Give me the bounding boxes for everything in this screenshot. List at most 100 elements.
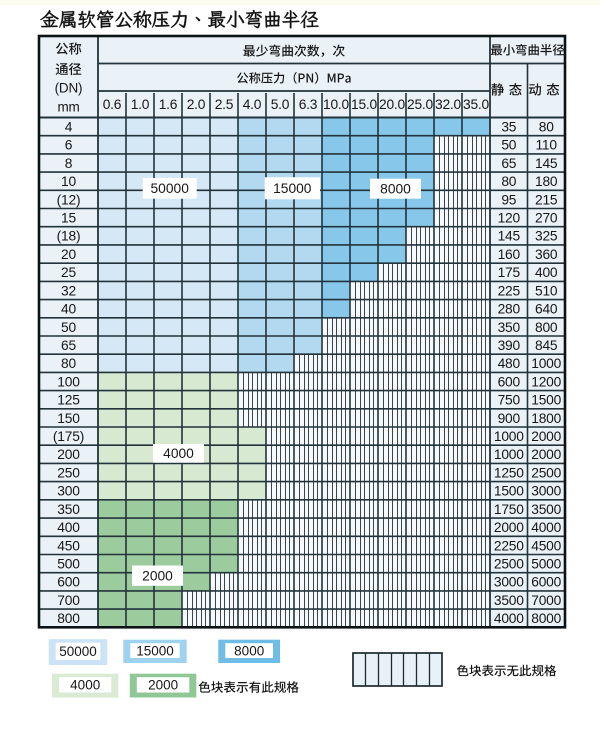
svg-text:80: 80 <box>539 120 554 135</box>
svg-text:4000: 4000 <box>163 446 194 461</box>
svg-text:400: 400 <box>535 265 558 280</box>
svg-text:750: 750 <box>498 393 521 408</box>
svg-text:500: 500 <box>57 557 80 572</box>
svg-text:4000: 4000 <box>494 611 524 626</box>
svg-text:35.0: 35.0 <box>463 97 490 112</box>
svg-text:200: 200 <box>57 447 80 462</box>
svg-text:(175): (175) <box>53 429 84 444</box>
svg-text:1200: 1200 <box>531 374 561 389</box>
svg-text:20.0: 20.0 <box>379 97 406 112</box>
svg-text:800: 800 <box>57 611 80 626</box>
svg-text:8: 8 <box>65 156 73 171</box>
svg-text:4: 4 <box>65 120 73 135</box>
svg-text:65: 65 <box>61 338 76 353</box>
svg-text:2000: 2000 <box>494 520 524 535</box>
svg-text:2500: 2500 <box>531 465 561 480</box>
svg-text:325: 325 <box>535 229 558 244</box>
svg-text:80: 80 <box>501 174 516 189</box>
svg-text:215: 215 <box>535 192 558 207</box>
svg-text:32: 32 <box>61 283 76 298</box>
svg-text:50000: 50000 <box>151 181 190 196</box>
svg-text:15000: 15000 <box>136 643 174 658</box>
svg-text:2500: 2500 <box>494 557 524 572</box>
svg-text:400: 400 <box>57 520 80 535</box>
svg-text:2000: 2000 <box>531 429 561 444</box>
svg-text:2000: 2000 <box>148 678 178 693</box>
svg-text:845: 845 <box>535 338 558 353</box>
svg-text:5000: 5000 <box>531 557 561 572</box>
svg-text:225: 225 <box>498 283 521 298</box>
svg-text:65: 65 <box>501 156 516 171</box>
svg-text:3500: 3500 <box>494 593 524 608</box>
svg-text:4500: 4500 <box>531 538 561 553</box>
svg-text:3000: 3000 <box>494 575 524 590</box>
svg-text:1800: 1800 <box>531 411 561 426</box>
svg-text:350: 350 <box>57 502 80 517</box>
svg-text:7000: 7000 <box>531 593 561 608</box>
svg-text:6000: 6000 <box>531 575 561 590</box>
svg-text:35: 35 <box>501 120 516 135</box>
svg-text:40: 40 <box>61 302 76 317</box>
svg-text:4.0: 4.0 <box>243 97 262 112</box>
svg-text:15: 15 <box>61 211 76 226</box>
svg-text:15.0: 15.0 <box>351 97 378 112</box>
svg-text:150: 150 <box>57 411 80 426</box>
svg-text:125: 125 <box>57 393 80 408</box>
svg-text:120: 120 <box>498 211 521 226</box>
svg-text:20: 20 <box>61 247 76 262</box>
svg-text:600: 600 <box>498 374 521 389</box>
svg-text:25.0: 25.0 <box>407 97 434 112</box>
svg-text:175: 175 <box>498 265 521 280</box>
svg-text:0.6: 0.6 <box>103 97 122 112</box>
svg-text:4000: 4000 <box>70 678 100 693</box>
svg-text:(DN): (DN) <box>55 81 83 96</box>
svg-text:640: 640 <box>535 302 558 317</box>
svg-text:80: 80 <box>61 356 76 371</box>
svg-text:8000: 8000 <box>234 643 264 658</box>
svg-text:2.5: 2.5 <box>215 97 234 112</box>
svg-text:1.0: 1.0 <box>131 97 150 112</box>
svg-text:390: 390 <box>498 338 521 353</box>
svg-text:10.0: 10.0 <box>323 97 350 112</box>
svg-text:3500: 3500 <box>531 502 561 517</box>
svg-text:280: 280 <box>498 302 521 317</box>
svg-text:25: 25 <box>61 265 76 280</box>
svg-text:450: 450 <box>57 538 80 553</box>
svg-text:100: 100 <box>57 374 80 389</box>
svg-text:350: 350 <box>498 320 521 335</box>
svg-text:700: 700 <box>57 593 80 608</box>
svg-text:160: 160 <box>498 247 521 262</box>
svg-text:1500: 1500 <box>494 484 524 499</box>
svg-text:250: 250 <box>57 465 80 480</box>
svg-text:6: 6 <box>65 138 73 153</box>
svg-text:1.6: 1.6 <box>159 97 178 112</box>
svg-text:(18): (18) <box>57 229 81 244</box>
svg-text:10: 10 <box>61 174 76 189</box>
svg-text:5.0: 5.0 <box>271 97 290 112</box>
svg-text:600: 600 <box>57 575 80 590</box>
svg-text:50: 50 <box>61 320 76 335</box>
svg-text:110: 110 <box>535 138 557 153</box>
svg-text:6.3: 6.3 <box>299 97 318 112</box>
svg-text:145: 145 <box>498 229 521 244</box>
svg-text:8000: 8000 <box>531 611 561 626</box>
svg-text:360: 360 <box>535 247 558 262</box>
svg-text:2250: 2250 <box>494 538 524 553</box>
svg-text:1250: 1250 <box>494 465 524 480</box>
svg-text:510: 510 <box>535 283 558 298</box>
svg-text:2000: 2000 <box>142 569 173 584</box>
svg-text:32.0: 32.0 <box>435 97 462 112</box>
svg-text:8000: 8000 <box>380 182 411 197</box>
svg-text:50000: 50000 <box>59 644 97 659</box>
svg-text:3000: 3000 <box>531 484 561 499</box>
svg-text:1500: 1500 <box>531 393 561 408</box>
svg-text:180: 180 <box>535 174 558 189</box>
svg-text:900: 900 <box>498 411 521 426</box>
svg-text:1000: 1000 <box>531 356 561 371</box>
svg-text:300: 300 <box>57 484 80 499</box>
svg-text:50: 50 <box>501 138 516 153</box>
svg-text:1750: 1750 <box>494 502 524 517</box>
svg-text:15000: 15000 <box>273 181 312 196</box>
svg-text:(12): (12) <box>57 192 81 207</box>
svg-text:mm: mm <box>57 100 79 115</box>
